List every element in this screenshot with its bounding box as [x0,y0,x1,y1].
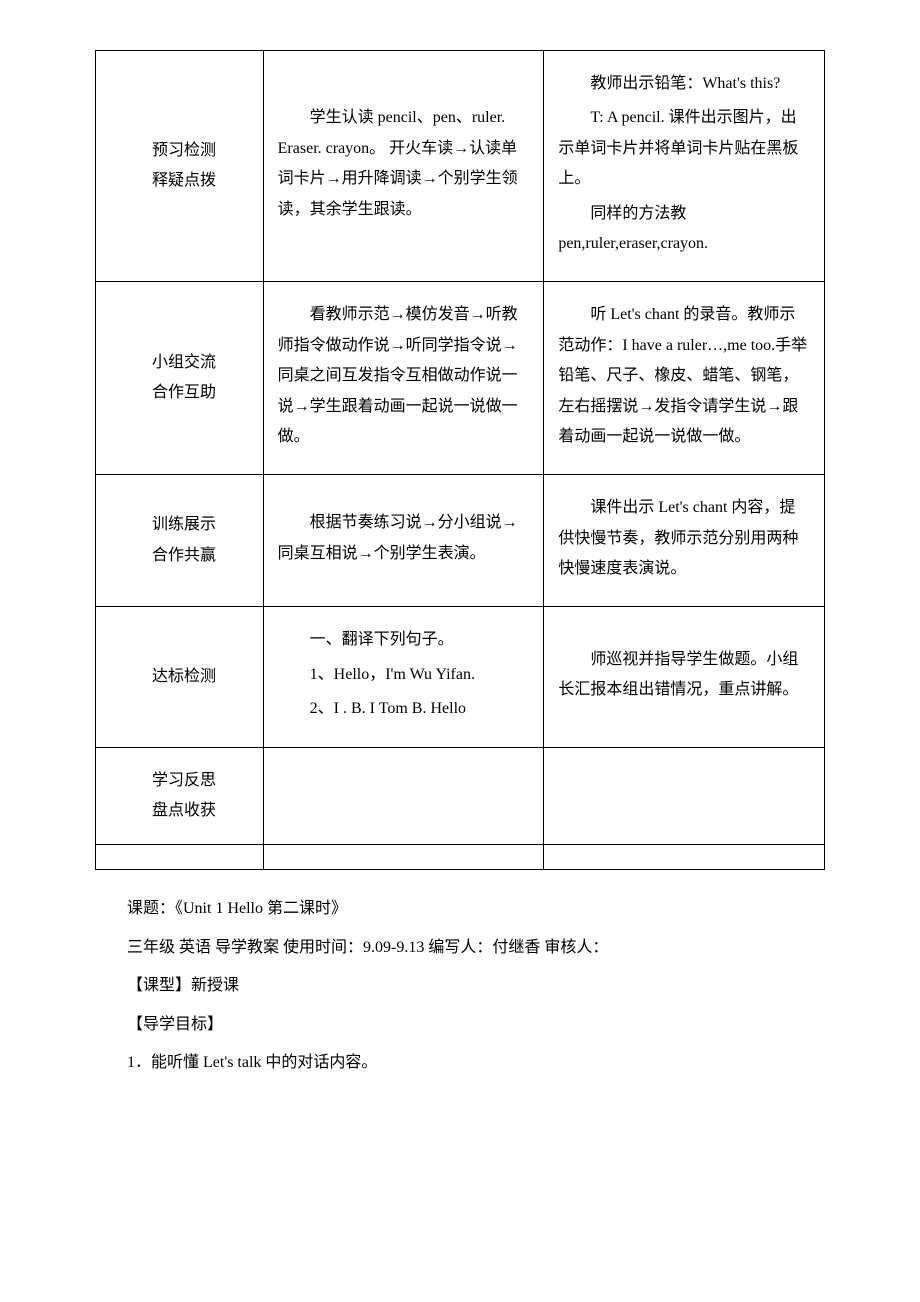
text: 课件出示 Let's chant 内容，提供快慢节奏，教师示范分别用两种快慢速度… [558,493,810,584]
label: 小组交流 [120,348,249,378]
row2-col2: 看教师示范→模仿发音→听教师指令做动作说→听同学指令说→同桌之间互发指令互相做动… [263,282,544,475]
row4-col2: 一、翻译下列句子。 1、Hello，I'm Wu Yifan. 2、I . B.… [263,607,544,747]
row5-col2 [263,747,544,845]
table-row: 学习反思 盘点收获 [96,747,825,845]
row2-col3: 听 Let's chant 的录音。教师示范动作：I have a ruler…… [544,282,825,475]
text: 听 Let's chant 的录音。教师示范动作：I have a ruler…… [558,300,810,452]
row4-col3: 师巡视并指导学生做题。小组长汇报本组出错情况，重点讲解。 [544,607,825,747]
table-row: 预习检测 释疑点拨 学生认读 pencil、pen、ruler. Eraser.… [96,51,825,282]
row5-col3 [544,747,825,845]
text: 1、Hello，I'm Wu Yifan. [278,660,530,690]
label: 训练展示 [120,510,249,540]
lesson-type: 【课型】新授课 [95,967,825,1005]
text: 一、翻译下列句子。 [278,625,530,655]
row3-col1: 训练展示 合作共赢 [96,475,264,607]
text: T: A pencil. 课件出示图片，出示单词卡片并将单词卡片贴在黑板上。 [558,103,810,194]
row5-col1: 学习反思 盘点收获 [96,747,264,845]
text: 2、I . B. I Tom B. Hello [278,694,530,724]
text: 看教师示范→模仿发音→听教师指令做动作说→听同学指令说→同桌之间互发指令互相做动… [278,300,530,452]
label: 释疑点拨 [120,166,249,196]
row1-col1: 预习检测 释疑点拨 [96,51,264,282]
lesson-meta: 三年级 英语 导学教案 使用时间：9.09-9.13 编写人：付继香 审核人： [95,929,825,967]
document-wrapper: 预习检测 释疑点拨 学生认读 pencil、pen、ruler. Eraser.… [95,50,825,1082]
table-row: 小组交流 合作互助 看教师示范→模仿发音→听教师指令做动作说→听同学指令说→同桌… [96,282,825,475]
row3-col3: 课件出示 Let's chant 内容，提供快慢节奏，教师示范分别用两种快慢速度… [544,475,825,607]
label: 预习检测 [120,136,249,166]
table-row [96,845,825,870]
table-row: 达标检测 一、翻译下列句子。 1、Hello，I'm Wu Yifan. 2、I… [96,607,825,747]
row4-col1: 达标检测 [96,607,264,747]
label: 盘点收获 [120,796,249,826]
table-row: 训练展示 合作共赢 根据节奏练习说→分小组说→同桌互相说→个别学生表演。 课件出… [96,475,825,607]
objectives-heading: 【导学目标】 [95,1006,825,1044]
label: 学习反思 [120,766,249,796]
label: 合作共赢 [120,541,249,571]
lesson-plan-table: 预习检测 释疑点拨 学生认读 pencil、pen、ruler. Eraser.… [95,50,825,870]
row3-col2: 根据节奏练习说→分小组说→同桌互相说→个别学生表演。 [263,475,544,607]
text: 同样的方法教 pen,ruler,eraser,crayon. [558,199,810,260]
objective-item: 1．能听懂 Let's talk 中的对话内容。 [95,1044,825,1082]
text: 学生认读 pencil、pen、ruler. Eraser. crayon。 开… [278,103,530,225]
label: 达标检测 [120,662,249,692]
row1-col2: 学生认读 pencil、pen、ruler. Eraser. crayon。 开… [263,51,544,282]
row6-col3 [544,845,825,870]
lesson-title: 课题：《Unit 1 Hello 第二课时》 [95,890,825,928]
text: 师巡视并指导学生做题。小组长汇报本组出错情况，重点讲解。 [558,645,810,706]
text: 教师出示铅笔：What's this? [558,69,810,99]
row6-col1 [96,845,264,870]
below-table-text: 课题：《Unit 1 Hello 第二课时》 三年级 英语 导学教案 使用时间：… [95,890,825,1082]
row1-col3: 教师出示铅笔：What's this? T: A pencil. 课件出示图片，… [544,51,825,282]
label: 合作互助 [120,378,249,408]
text: 根据节奏练习说→分小组说→同桌互相说→个别学生表演。 [278,508,530,569]
row6-col2 [263,845,544,870]
row2-col1: 小组交流 合作互助 [96,282,264,475]
